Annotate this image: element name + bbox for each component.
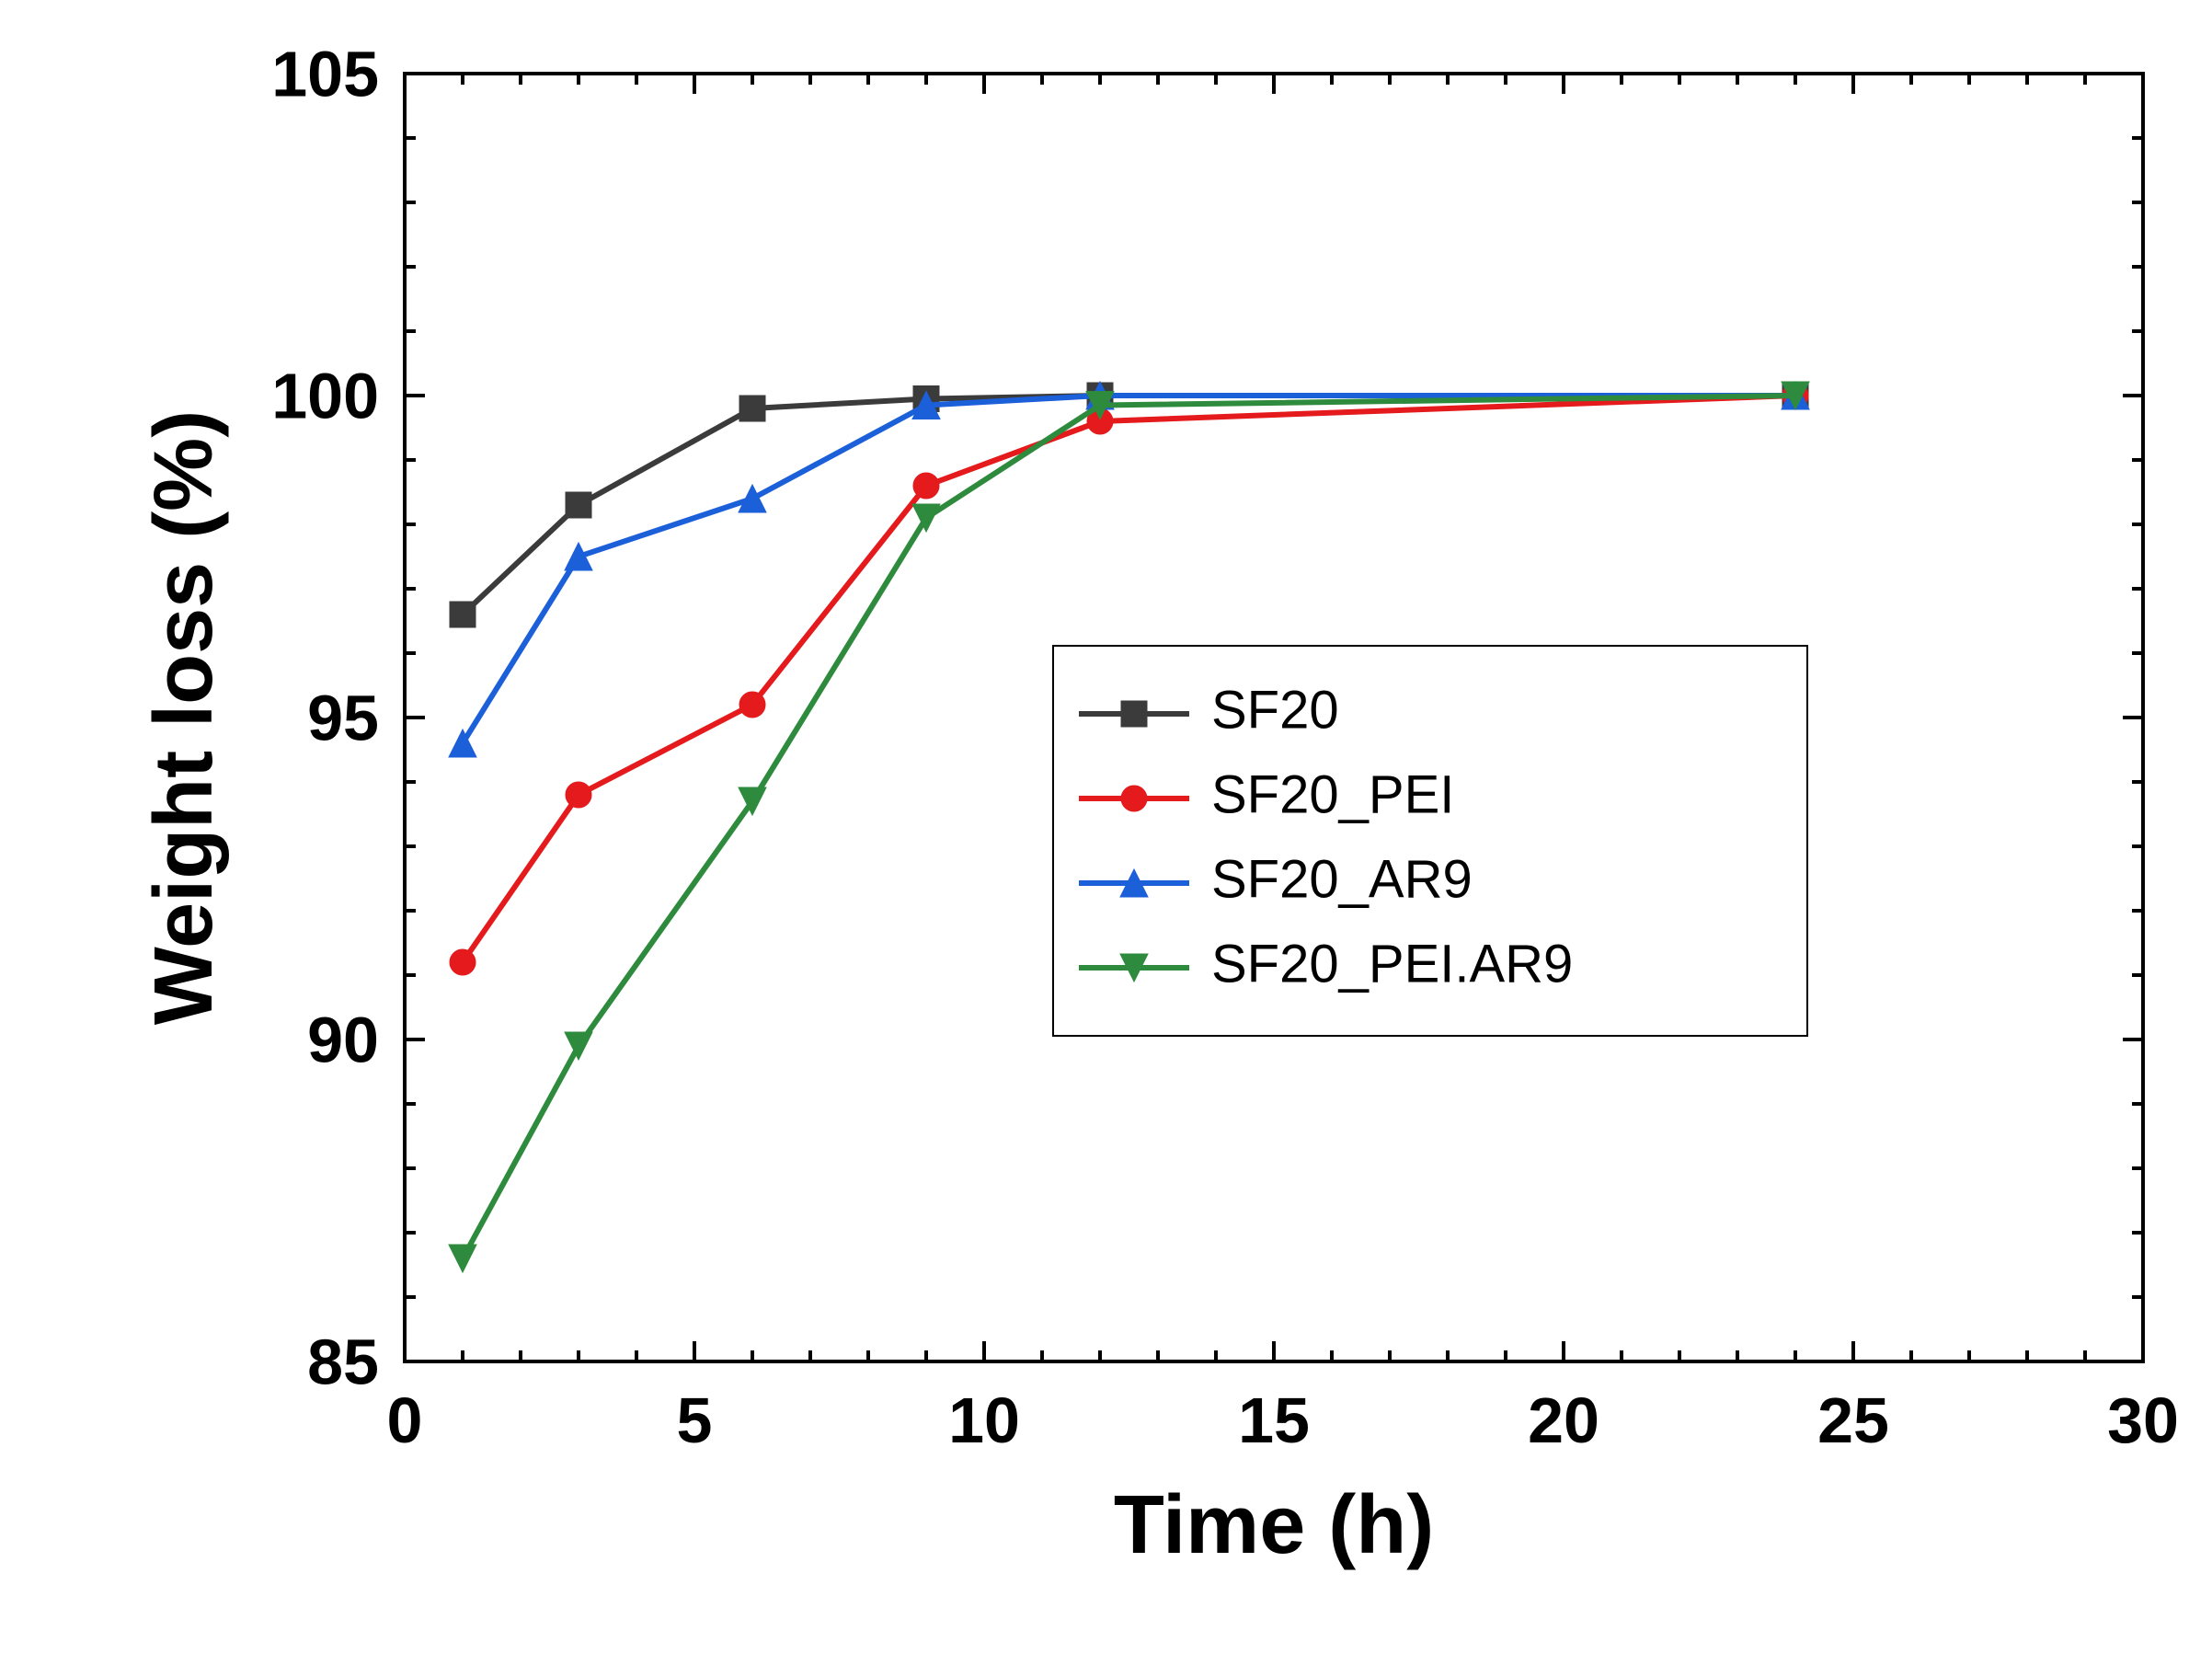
y-tick-label: 90 [307, 1005, 379, 1076]
x-tick-label: 10 [948, 1384, 1020, 1456]
legend: SF20 SF20_PEI SF20_AR9 SF20_PEI.AR9 [1053, 646, 1807, 1036]
weight-loss-chart: 0 5 10 15 20 25 30 Time (h) 85 90 95 100 105 Weight l… [0, 0, 2212, 1654]
legend-label: SF20 [1211, 680, 1339, 740]
y-tick-label: 105 [271, 39, 379, 110]
legend-label: SF20_AR9 [1211, 849, 1473, 909]
x-axis-title: Time (h) [1114, 1479, 1434, 1571]
legend-label: SF20_PEI [1211, 764, 1454, 824]
x-tick-label: 20 [1528, 1384, 1599, 1456]
x-tick-label: 25 [1817, 1384, 1889, 1456]
y-tick-label: 100 [271, 361, 379, 432]
y-tick-label: 95 [307, 683, 379, 754]
legend-label: SF20_PEI.AR9 [1211, 934, 1573, 994]
x-tick-label: 15 [1238, 1384, 1310, 1456]
y-axis-title: Weight loss (%) [138, 410, 230, 1025]
x-tick-label: 0 [387, 1384, 423, 1456]
y-tick-label: 85 [307, 1327, 379, 1398]
x-tick-label: 30 [2107, 1384, 2179, 1456]
x-tick-label: 5 [677, 1384, 713, 1456]
